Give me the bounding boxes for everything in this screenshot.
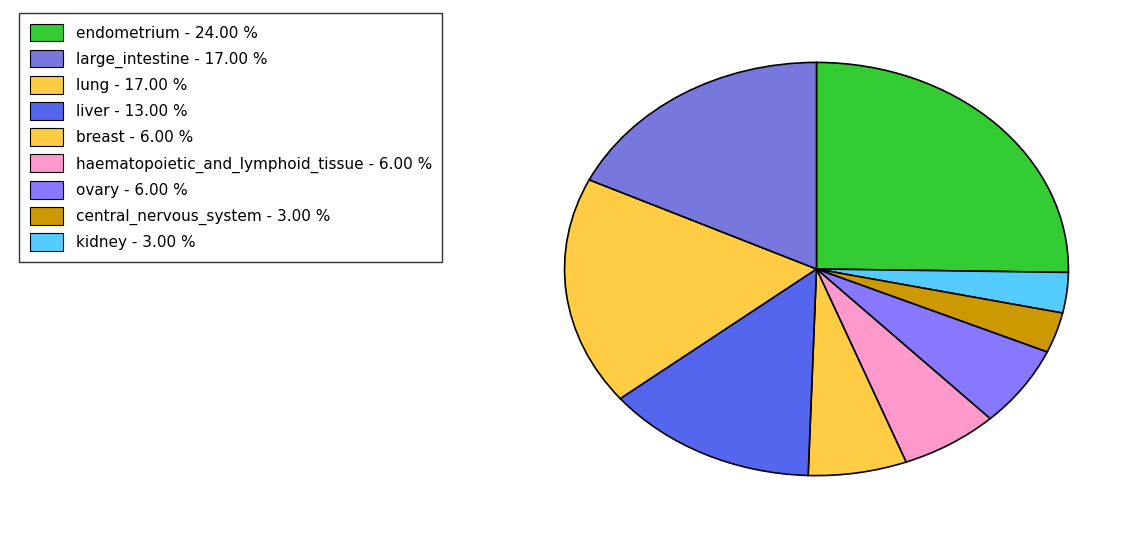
Wedge shape bbox=[809, 269, 906, 476]
Legend: endometrium - 24.00 %, large_intestine - 17.00 %, lung - 17.00 %, liver - 13.00 : endometrium - 24.00 %, large_intestine -… bbox=[19, 13, 442, 262]
Wedge shape bbox=[816, 269, 1047, 419]
Wedge shape bbox=[590, 62, 816, 269]
Wedge shape bbox=[620, 269, 816, 476]
Wedge shape bbox=[816, 269, 1068, 313]
Wedge shape bbox=[816, 62, 1068, 272]
Wedge shape bbox=[816, 269, 1063, 352]
Wedge shape bbox=[816, 269, 990, 462]
Wedge shape bbox=[565, 180, 816, 399]
